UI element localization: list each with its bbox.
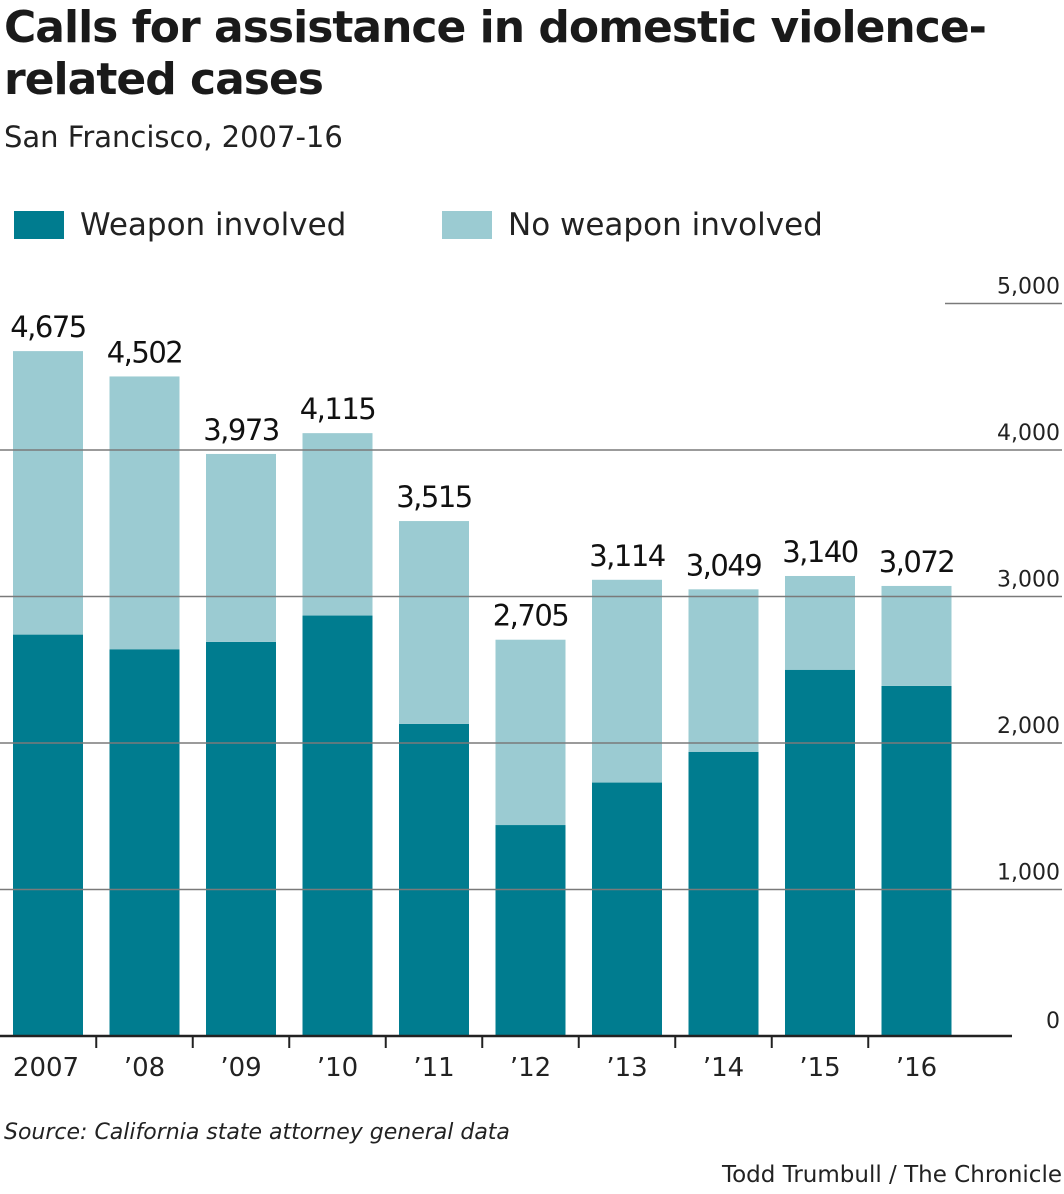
bar-no-weapon — [206, 453, 276, 642]
y-tick-label: 2,000 — [997, 714, 1060, 739]
x-tick-label: ’14 — [703, 1053, 744, 1083]
y-tick-label: 3,000 — [997, 568, 1060, 593]
bar-weapon — [688, 751, 759, 1036]
chart-subtitle: San Francisco, 2007-16 — [4, 120, 343, 154]
y-tick-label: 4,000 — [997, 421, 1060, 446]
x-tick-label: ’10 — [317, 1053, 358, 1083]
bar-weapon — [109, 649, 180, 1036]
y-tick-label: 5,000 — [997, 275, 1060, 300]
data-label-total: 4,675 — [10, 310, 86, 344]
bar-weapon — [592, 782, 662, 1036]
legend: Weapon involved No weapon involved — [14, 203, 1054, 247]
bar-weapon — [881, 685, 952, 1036]
data-label-total: 4,115 — [300, 392, 376, 426]
bar-weapon — [399, 723, 469, 1036]
legend-item-weapon: Weapon involved — [14, 203, 346, 247]
credit-line: Todd Trumbull / The Chronicle — [721, 1162, 1062, 1188]
bar-weapon — [302, 615, 373, 1036]
legend-swatch-weapon — [14, 211, 64, 239]
data-label-total: 3,515 — [396, 480, 472, 514]
x-tick-label: ’12 — [510, 1053, 551, 1083]
data-label-total: 2,705 — [493, 599, 569, 633]
bar-weapon — [495, 825, 566, 1036]
bar-no-weapon — [592, 579, 662, 783]
bar-no-weapon — [302, 433, 373, 616]
x-tick-label: 2007 — [13, 1053, 79, 1083]
x-tick-label: ’08 — [124, 1053, 165, 1083]
y-tick-label: 0 — [1046, 1009, 1060, 1034]
bar-weapon — [206, 641, 276, 1036]
bar-no-weapon — [785, 575, 855, 670]
bar-weapon — [785, 669, 855, 1036]
chart-title: Calls for assistance in domestic violenc… — [4, 2, 987, 105]
bar-no-weapon — [688, 589, 759, 752]
bar-weapon — [13, 634, 83, 1036]
bar-no-weapon — [881, 585, 952, 686]
x-tick-label: ’13 — [606, 1053, 647, 1083]
stacked-bar-chart: 0 1,000 2,000 3,000 4,000 5,000 2007 4,675 ’08 4,… — [0, 275, 1062, 1083]
legend-swatch-no-weapon — [442, 211, 492, 239]
legend-label-no-weapon: No weapon involved — [508, 207, 823, 243]
bar-no-weapon — [13, 351, 83, 635]
bar-no-weapon — [495, 639, 566, 826]
legend-item-no-weapon: No weapon involved — [442, 203, 823, 247]
x-tick-label: ’11 — [413, 1053, 454, 1083]
data-label-total: 3,114 — [589, 539, 665, 573]
data-label-total: 4,502 — [107, 335, 183, 369]
data-label-total: 3,049 — [686, 548, 762, 582]
x-tick-label: ’15 — [799, 1053, 840, 1083]
bar-no-weapon — [399, 521, 469, 724]
data-label-total: 3,973 — [203, 413, 279, 447]
data-label-total: 3,072 — [879, 545, 955, 579]
source-note: Source: California state attorney genera… — [4, 1120, 510, 1145]
x-tick-label: ’16 — [896, 1053, 937, 1083]
x-tick-label: ’09 — [220, 1053, 261, 1083]
legend-label-weapon: Weapon involved — [80, 207, 347, 243]
y-tick-label: 1,000 — [997, 861, 1060, 886]
bar-no-weapon — [109, 376, 180, 650]
data-label-total: 3,140 — [782, 535, 858, 569]
